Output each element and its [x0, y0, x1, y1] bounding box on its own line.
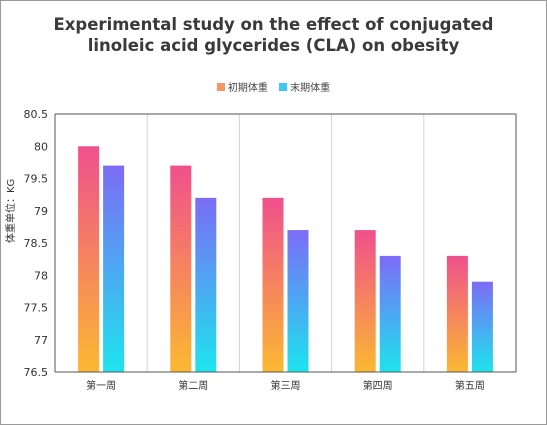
legend-label-final-weight: 末期体重 [290, 83, 331, 94]
bar-initial-weight-4[interactable] [354, 230, 376, 372]
legend-swatch-final-weight [279, 82, 288, 91]
bar-initial-weight-3[interactable] [262, 197, 284, 372]
bar-final-weight-4[interactable] [379, 255, 401, 372]
y-tick-label: 78 [34, 269, 48, 282]
x-tick-label: 第二周 [178, 379, 208, 392]
x-tick-label: 第三周 [271, 379, 301, 392]
y-tick-label: 78.5 [24, 237, 49, 250]
y-tick-label: 76.5 [24, 366, 49, 379]
y-tick-label: 79.5 [24, 173, 49, 186]
bar-final-weight-3[interactable] [287, 230, 309, 372]
legend-item-initial-weight[interactable]: 初期体重 [216, 79, 268, 94]
x-tick-labels: 第一周 第二周 第三周 第四周 第五周 [86, 379, 485, 392]
axes [54, 113, 517, 373]
y-tick-label: 80.5 [24, 108, 49, 121]
y-tick-label: 77.5 [24, 302, 49, 315]
chart-title: Experimental study on the effect of conj… [0, 14, 547, 56]
y-tick-label: 79 [34, 205, 48, 218]
legend: 初期体重 末期体重 [0, 79, 547, 94]
x-tick-label: 第一周 [86, 379, 116, 392]
legend-label-initial-weight: 初期体重 [227, 83, 268, 94]
legend-item-final-weight[interactable]: 末期体重 [279, 79, 330, 94]
bar-final-weight-1[interactable] [103, 165, 125, 372]
legend-swatch-initial-weight [216, 82, 225, 91]
chart-title-line-2: linoleic acid glycerides (CLA) on obesit… [87, 36, 460, 55]
chart-title-line-1: Experimental study on the effect of conj… [53, 15, 494, 34]
bar-final-weight-2[interactable] [195, 197, 217, 372]
grid-lines [146, 114, 425, 372]
bar-initial-weight-5[interactable] [446, 255, 468, 372]
bar-series [78, 146, 493, 372]
bar-final-weight-5[interactable] [471, 281, 493, 372]
x-tick-label: 第四周 [363, 379, 393, 392]
y-tick-label: 80 [34, 140, 48, 153]
bar-initial-weight-1[interactable] [78, 146, 100, 372]
x-tick-label: 第五周 [455, 379, 485, 392]
y-tick-labels: 76.5 77 77.5 78 78.5 79 79.5 80 80.5 [24, 108, 49, 379]
y-tick-label: 77 [34, 334, 48, 347]
bar-initial-weight-2[interactable] [170, 165, 192, 372]
